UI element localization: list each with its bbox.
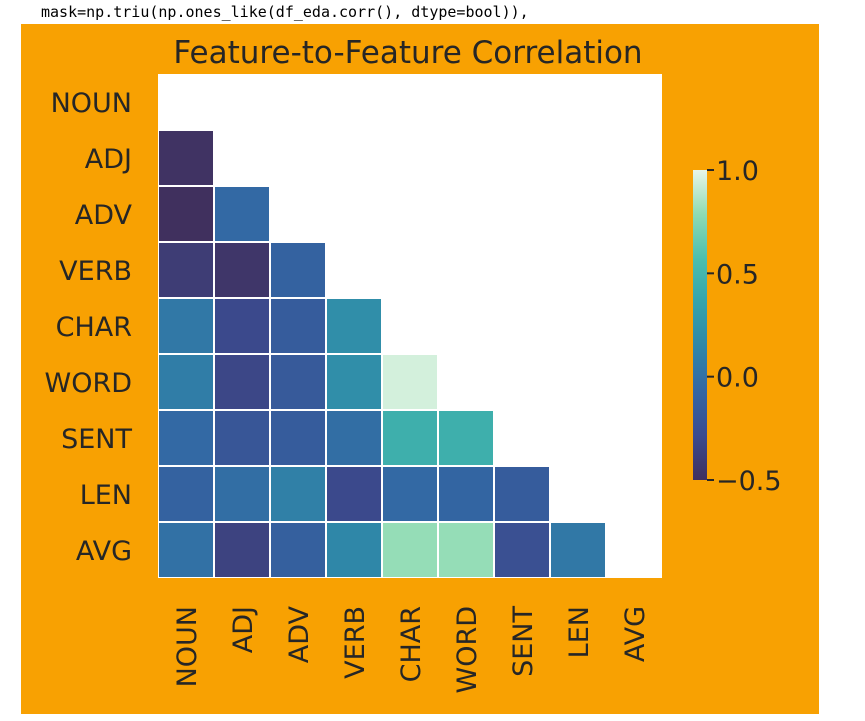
heatmap-cell-len-verb [327,467,381,521]
colorbar-tick-label: 0.0 [716,363,759,394]
heatmap-cell-verb-noun [159,243,213,297]
heatmap-cell-avg-word [439,523,493,577]
heatmap-cell-avg-verb [327,523,381,577]
colorbar-ticks: 1.0 0.5 0.0 −0.5 [707,156,782,497]
heatmap-cell-word-noun [159,355,213,409]
y-tick-label-noun: NOUN [51,88,132,119]
y-tick-label-avg: AVG [76,536,132,567]
heatmap-cell-avg-noun [159,523,213,577]
x-tick-label-sent: SENT [508,605,539,676]
heatmap-chart: Feature-to-Feature Correlation NOUN ADJ AD… [21,24,819,714]
heatmap-cell-sent-adv [271,411,325,465]
y-tick-label-char: CHAR [56,312,132,343]
heatmap-cell-char-adj [215,299,269,353]
heatmap-cell-word-adv [271,355,325,409]
colorbar [693,170,707,480]
heatmap-cell-verb-adv [271,243,325,297]
heatmap-cell-word-adj [215,355,269,409]
heatmap-cell-char-adv [271,299,325,353]
heatmap-cell-sent-word [439,411,493,465]
chart-title: Feature-to-Feature Correlation [173,35,642,71]
heatmap-cell-len-word [439,467,493,521]
x-tick-label-noun: NOUN [172,606,203,687]
colorbar-tick-label: 1.0 [716,156,759,187]
colorbar-tick-label: −0.5 [716,466,782,497]
y-tick-label-adv: ADV [75,200,133,231]
heatmap-cell-len-noun [159,467,213,521]
heatmap-cell-sent-adj [215,411,269,465]
heatmap-cell-avg-adj [215,523,269,577]
heatmap-cell-avg-sent [495,523,549,577]
y-axis-labels: NOUN ADJ ADV VERB CHAR WORD SENT LEN AVG [45,88,133,567]
heatmap-cell-adv-noun [159,187,213,241]
heatmap-cell-avg-len [551,523,605,577]
y-tick-label-len: LEN [80,480,132,511]
heatmap-cell-char-noun [159,299,213,353]
x-tick-label-verb: VERB [340,606,371,679]
y-tick-label-sent: SENT [61,424,132,455]
heatmap-cell-sent-verb [327,411,381,465]
heatmap-cell-sent-char [383,411,437,465]
colorbar-tick-label: 0.5 [716,259,759,290]
x-tick-label-avg: AVG [620,606,651,662]
heatmap-cell-word-verb [327,355,381,409]
heatmap-cell-avg-adv [271,523,325,577]
x-tick-label-char: CHAR [396,606,427,682]
y-tick-label-verb: VERB [59,256,132,287]
heatmap-cells [159,131,605,577]
x-tick-label-adv: ADV [284,605,315,663]
heatmap-cell-char-verb [327,299,381,353]
y-tick-label-adj: ADJ [85,144,132,175]
heatmap-cell-len-adv [271,467,325,521]
y-tick-label-word: WORD [45,368,133,399]
heatmap-cell-word-char [383,355,437,409]
heatmap-cell-sent-noun [159,411,213,465]
heatmap-figure: Feature-to-Feature Correlation NOUN ADJ AD… [21,24,819,714]
x-tick-label-word: WORD [452,606,483,694]
code-snippet: mask=np.triu(np.ones_like(df_eda.corr(),… [41,3,529,21]
heatmap-cell-len-adj [215,467,269,521]
heatmap-cell-adj-noun [159,131,213,185]
heatmap-cell-verb-adj [215,243,269,297]
heatmap-cell-adv-adj [215,187,269,241]
heatmap-cell-avg-char [383,523,437,577]
x-tick-label-adj: ADJ [228,606,259,653]
heatmap-cell-len-char [383,467,437,521]
x-axis-labels: NOUN ADJ ADV VERB CHAR WORD SENT LEN AVG [172,605,651,693]
x-tick-label-len: LEN [564,606,595,658]
heatmap-cell-len-sent [495,467,549,521]
